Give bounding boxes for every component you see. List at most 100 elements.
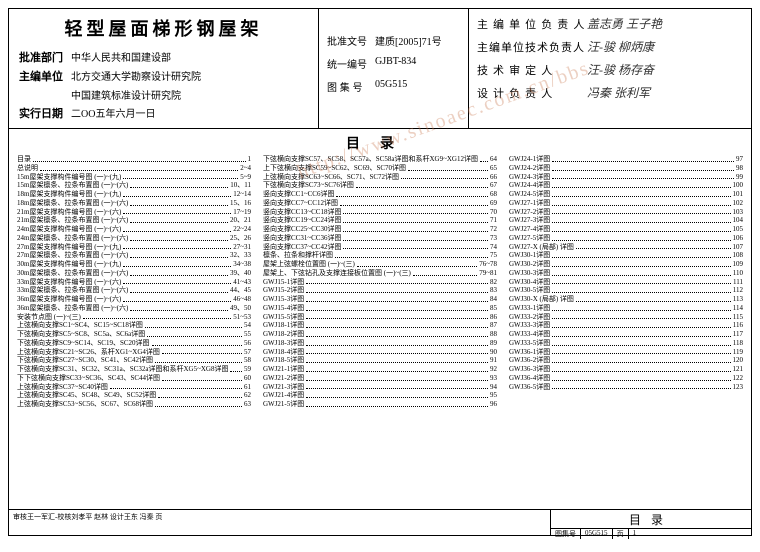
toc-dots xyxy=(306,391,488,398)
toc-dots xyxy=(552,269,731,276)
toc-entry-page: 94 xyxy=(490,383,497,392)
toc-row: 18m屋架檩条、拉条布置图 (一)~(六)15、16 xyxy=(17,199,251,208)
toc-entry-title: GWJ18-3详图 xyxy=(263,339,304,348)
toc-entry-page: 60 xyxy=(244,374,251,383)
toc-entry-page: 90 xyxy=(490,348,497,357)
toc-dots xyxy=(123,173,238,180)
mid-value: 建质[2005]71号 xyxy=(375,33,442,48)
toc-dots xyxy=(130,216,228,223)
toc-entry-title: 上下弦横向支撑SC59~SC62、SC69、SC70详图 xyxy=(263,164,406,173)
toc-dots xyxy=(552,208,730,215)
toc-row: GWJ33-2详图 115 xyxy=(509,313,743,322)
document-title: 轻型屋面梯形钢屋架 xyxy=(19,15,308,41)
toc-row: 上弦横向支撑SC63~SC66、SC71、SC72详图66 xyxy=(263,173,497,182)
footer-toc-label: 目录 xyxy=(551,510,751,529)
toc-entry-page: 98 xyxy=(736,164,743,173)
toc-row: GWJ27-X (局部) 详图107 xyxy=(509,243,743,252)
toc-entry-title: 上弦横向支撑SC63~SC66、SC71、SC72详图 xyxy=(263,173,399,182)
toc-entry-title: 竖向支撑CC13~CC18详图 xyxy=(263,208,341,217)
toc-dots xyxy=(123,190,231,197)
toc-row: 27m屋架支撑构件编号图 (一)~(九)27~31 xyxy=(17,243,251,252)
toc-entry-page: 116 xyxy=(733,321,743,330)
toc-row: 30m屋架檩条、拉条布置图 (一)~(六)39、40 xyxy=(17,269,251,278)
signature-label: 主编单位技术负责人 xyxy=(477,39,587,55)
toc-title: 目录 xyxy=(17,133,743,153)
toc-row: 上下弦横向支撑SC59~SC62、SC69、SC70详图65 xyxy=(263,164,497,173)
toc-entry-title: GWJ30-3详图 xyxy=(509,269,550,278)
toc-row: GWJ27-4详图105 xyxy=(509,225,743,234)
toc-dots xyxy=(552,164,734,171)
field-row: 实行日期二OO五年六月一日 xyxy=(19,105,308,121)
toc-entry-title: 屋架上、下弦钻孔及支撑连接板位置图 (一)~(三) xyxy=(263,269,411,278)
toc-dots xyxy=(306,400,488,407)
signature-row: 主 编 单 位 负 责 人盖志勇 王子艳 xyxy=(477,15,743,32)
toc-entry-title: 下弦横向支撑SC9~SC14、SC19、SC20详图 xyxy=(17,339,150,348)
toc-entry-title: GWJ21-3详图 xyxy=(263,383,304,392)
toc-entry-page: 104 xyxy=(733,216,744,225)
toc-entry-title: GWJ36-1详图 xyxy=(509,348,550,357)
toc-dots xyxy=(552,181,730,188)
toc-dots xyxy=(306,295,488,302)
toc-row: GWJ15-1详图82 xyxy=(263,278,497,287)
toc-entry-page: 68 xyxy=(490,190,497,199)
toc-row: GWJ36-5详图123 xyxy=(509,383,743,392)
toc-dots xyxy=(130,269,228,276)
toc-row: GWJ27-2详图103 xyxy=(509,208,743,217)
toc-entry-page: 115 xyxy=(733,313,743,322)
toc-entry-page: 39、40 xyxy=(230,269,251,278)
toc-dots xyxy=(147,330,242,337)
toc-dots xyxy=(335,251,488,258)
toc-entry-page: 108 xyxy=(733,251,744,260)
toc-entry-title: GWJ24-4详图 xyxy=(509,181,550,190)
toc-dots xyxy=(306,365,488,372)
signature-label: 主 编 单 位 负 责 人 xyxy=(477,16,587,32)
toc-dots xyxy=(552,313,731,320)
toc-entry-page: 75 xyxy=(490,251,497,260)
toc-row: GWJ21-3详图 94 xyxy=(263,383,497,392)
toc-entry-page: 101 xyxy=(733,190,744,199)
toc-entry-page: 1 xyxy=(248,155,252,164)
toc-dots xyxy=(340,199,488,206)
toc-row: 21m屋架支撑构件编号图 (一)~(六)17~19 xyxy=(17,208,251,217)
toc-entry-page: 55 xyxy=(244,330,251,339)
field-value: 北方交通大学勘察设计研究院 xyxy=(71,68,308,84)
toc-entry-title: 竖向支撑CC19~CC24详图 xyxy=(263,216,341,225)
toc-row: GWJ21-4详图95 xyxy=(263,391,497,400)
toc-dots xyxy=(155,400,242,407)
toc-entry-title: 目录 xyxy=(17,155,31,164)
toc-row: GWJ36-2详图120 xyxy=(509,356,743,365)
toc-dots xyxy=(413,269,477,276)
toc-row: 目录 1 xyxy=(17,155,251,164)
toc-entry-page: 82 xyxy=(490,278,497,287)
footer-page-no: 1 xyxy=(629,529,641,539)
toc-dots xyxy=(306,321,488,328)
toc-entry-page: 113 xyxy=(733,295,743,304)
toc-dots xyxy=(123,208,231,215)
toc-entry-title: 下弦横向支撑SC5~SC8、SC5a、SC6a详图 xyxy=(17,330,145,339)
toc-dots xyxy=(152,339,242,346)
footer-page-label: 页 xyxy=(613,529,629,539)
toc-entry-title: GWJ33-5详图 xyxy=(509,339,550,348)
signature-label: 技 术 审 定 人 xyxy=(477,62,587,78)
toc-entry-page: 88 xyxy=(490,330,497,339)
toc-entry-page: 15、16 xyxy=(230,199,251,208)
field-label: 批准部门 xyxy=(19,49,71,65)
field-label: 主编单位 xyxy=(19,68,71,84)
toc-row: GWJ30-X (局部) 详图 113 xyxy=(509,295,743,304)
toc-dots xyxy=(306,383,488,390)
toc-entry-title: GWJ30-X (局部) 详图 xyxy=(509,295,574,304)
toc-dots xyxy=(145,321,242,328)
toc-row: GWJ24-5详图101 xyxy=(509,190,743,199)
toc-row: 15m屋架支撑构件编号图 (一)~(九)5~9 xyxy=(17,173,251,182)
toc-row: GWJ27-5详图106 xyxy=(509,234,743,243)
toc-entry-title: 33m屋架支撑构件编号图 (一)~(六) xyxy=(17,278,121,287)
toc-entry-page: 84 xyxy=(490,295,497,304)
toc-entry-title: GWJ33-2详图 xyxy=(509,313,550,322)
toc-entry-page: 83 xyxy=(490,286,497,295)
toc-entry-page: 54 xyxy=(244,321,251,330)
toc-entry-title: 18m屋架支撑构件编号图 (一)~(九) xyxy=(17,190,121,199)
toc-entry-page: 61 xyxy=(244,383,251,392)
toc-entry-title: 檩条、拉条和撑杆详图 xyxy=(263,251,333,260)
toc-row: GWJ24-2详图98 xyxy=(509,164,743,173)
toc-entry-title: GWJ21-5详图 xyxy=(263,400,304,409)
